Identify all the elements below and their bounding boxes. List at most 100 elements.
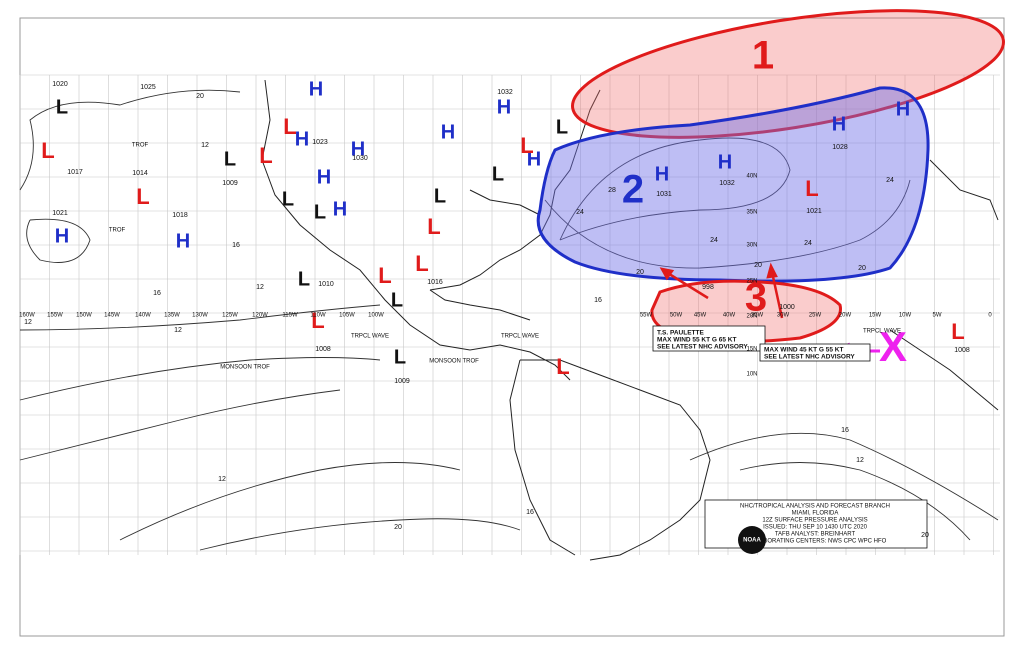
isobar-label: 12 [218,476,226,483]
low-pressure-center: L [805,176,818,201]
coastlines [261,79,999,561]
isobar-label: 20 [754,262,762,269]
low-pressure-center: L [259,143,272,168]
pressure-value: 1030 [352,155,368,162]
longitude-label: 125W [222,313,238,319]
pressure-value: 1021 [806,208,822,215]
high-pressure-center: H [295,128,309,150]
low-pressure-center: L [556,116,568,138]
isobar-label: 16 [232,242,240,249]
longitude-label: 130W [192,313,208,319]
high-pressure-center: H [655,163,669,185]
latitude-label: 30N [746,243,757,249]
feature-label: MONSOON TROF [429,359,479,365]
region-label: 1 [752,34,774,78]
longitude-label: 160W [19,313,35,319]
isobars [19,89,999,551]
footer-text: 12Z SURFACE PRESSURE ANALYSIS [762,518,867,524]
advisory-text: MAX WIND 55 KT G 65 KT [657,337,736,344]
longitude-label: 15W [869,313,882,319]
high-pressure-center: H [55,225,69,247]
isobar-label: 12 [174,327,182,334]
high-pressure-center: H [527,148,541,170]
pressure-value: 1009 [222,180,238,187]
high-pressure-center: H [176,230,190,252]
isobar-label: 24 [576,209,584,216]
pressure-value: 1031 [656,191,672,198]
longitude-label: 45W [694,313,707,319]
latitude-label: 20N [746,314,757,320]
low-pressure-center: L [394,346,406,368]
pressure-value: 1009 [394,378,410,385]
feature-label: TRPCL WAVE [863,329,901,335]
longitude-label: 25W [809,313,822,319]
isobar-label: 12 [256,284,264,291]
longitude-label: 155W [47,313,63,319]
isobar-label: 12 [201,142,209,149]
low-pressure-center: L [520,133,533,158]
noaa-logo-text: NOAA [743,538,761,544]
feature-label: TRPCL WAVE [501,334,539,340]
longitude-label: 100W [368,313,384,319]
latitude-label: 15N [746,347,757,353]
low-pressure-center: L [224,148,236,170]
high-pressure-center: H [497,96,511,118]
pressure-value: 1032 [719,180,735,187]
low-pressure-center: L [434,185,446,207]
advisory-text: T.S. PAULETTE [657,330,704,337]
high-pressure-center: H [333,198,347,220]
longitude-label: 20W [839,313,852,319]
longitude-label: 40W [723,313,736,319]
region-label: 2 [622,168,644,212]
low-pressure-center: L [314,201,326,223]
isobar-label: 20 [921,532,929,539]
advisory-text: SEE LATEST NHC ADVISORY [764,354,855,361]
isobar-label: 28 [608,187,616,194]
high-pressure-center: H [832,113,846,135]
low-pressure-center: L [282,188,294,210]
low-pressure-center: L [556,354,569,379]
longitude-label: 30W [777,313,790,319]
isobar-label: 24 [710,237,718,244]
pressure-value: 1018 [172,212,188,219]
longitude-label: 115W [282,313,298,319]
feature-label: TROF [132,143,149,149]
advisory-boxes [652,325,928,549]
longitude-label: 135W [164,313,180,319]
low-pressure-center: L [283,114,296,139]
latitude-label: 25N [746,279,757,285]
region-2-outline [536,86,930,283]
pressure-value: 1025 [140,84,156,91]
high-pressure-center: H [309,78,323,100]
isobar-label: 20 [196,93,204,100]
pressure-value: 1021 [52,210,68,217]
low-pressure-center: L [378,263,391,288]
low-pressure-center: L [951,319,964,344]
longitude-label: 55W [640,313,653,319]
footer-text: MIAMI, FLORIDA [792,511,839,517]
pressure-value: 1008 [315,346,331,353]
feature-label: MONSOON TROF [220,365,270,371]
high-pressure-center: H [441,121,455,143]
pressure-value: 1014 [132,170,148,177]
low-pressure-center: L [136,184,149,209]
latitude-label: 40N [746,174,757,180]
longitude-label: 10W [899,313,912,319]
latitude-label: 35N [746,210,757,216]
low-pressure-center: L [311,308,324,333]
footer-text: COLLABORATING CENTERS: NWS CPC WPC HFO [744,539,887,545]
high-pressure-center: H [718,151,732,173]
footer-text: TAFB ANALYST: BREINHART [775,532,856,538]
isobar-label: 24 [886,177,894,184]
isobar-label: 20 [636,269,644,276]
pressure-value: 1020 [52,81,68,88]
low-pressure-center: L [298,268,310,290]
longitude-label: 35W [751,313,764,319]
noaa-logo [738,526,766,554]
high-pressure-center: H [317,166,331,188]
low-pressure-center: L [56,96,68,118]
longitude-label: 145W [104,313,120,319]
isobar-label: 24 [804,240,812,247]
isobar-label: 12 [24,319,32,326]
